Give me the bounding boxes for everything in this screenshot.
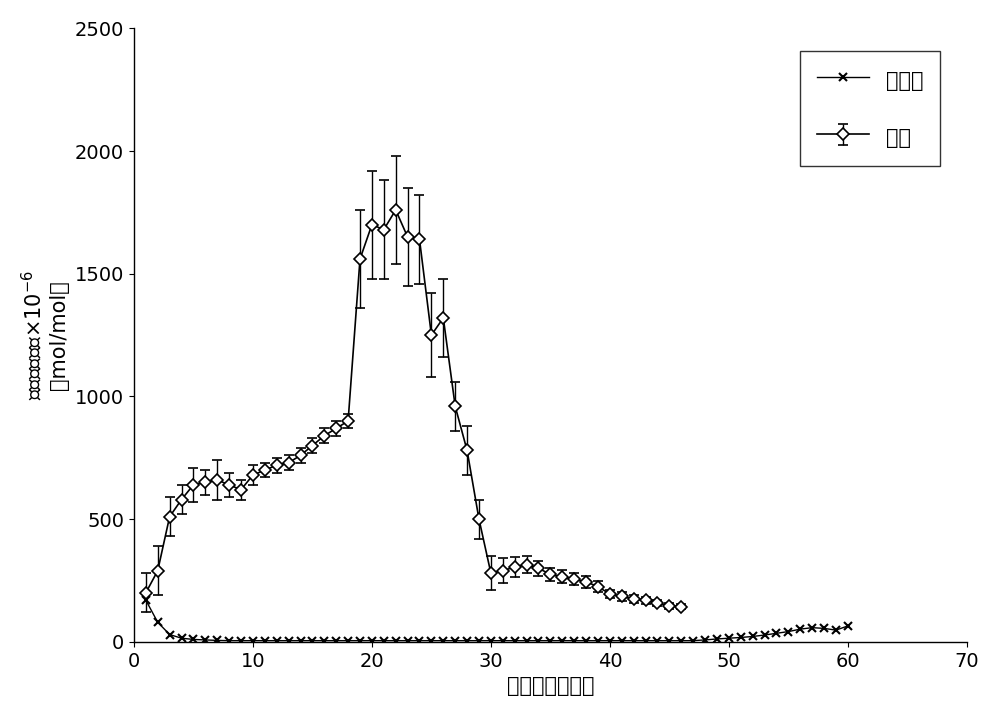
Line: 氧化馒: 氧化馒 <box>142 596 852 645</box>
X-axis label: 培养时间（天）: 培养时间（天） <box>507 676 594 696</box>
Legend: 氧化馒, 稻草: 氧化馒, 稻草 <box>800 51 940 166</box>
氧化馒 <box>354 637 366 645</box>
氧化馒 <box>390 637 402 645</box>
Y-axis label: 甲烷排放浓度×10$^{-6}$
（mol/mol）: 甲烷排放浓度×10$^{-6}$ （mol/mol） <box>21 270 69 400</box>
氧化馒 <box>271 637 283 645</box>
氧化馒 <box>140 596 152 604</box>
氧化馒 <box>223 637 235 645</box>
氧化馒 <box>592 637 604 645</box>
氧化馒 <box>842 622 854 630</box>
氧化馒 <box>378 637 390 645</box>
氧化馒 <box>330 637 342 645</box>
